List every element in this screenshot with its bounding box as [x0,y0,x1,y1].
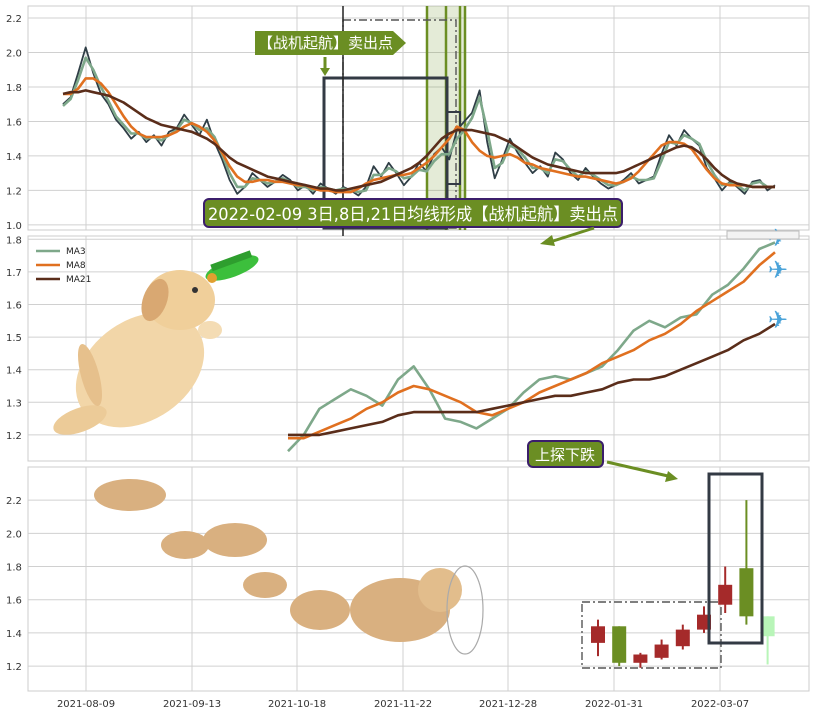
candle-body [760,616,775,637]
annotation-main-arrow-line [549,226,595,244]
x-tick-label: 2021-12-28 [479,699,537,710]
series-line-ma3 [62,56,775,194]
y-tick-label: 1.3 [6,398,22,409]
top-series-layer [62,46,776,197]
y-tick-label: 2.2 [6,14,22,25]
y-tick-layer: 1.0 1.2 1.4 1.6 1.8 2.0 2.2 1.2 1.3 1.4 1.5 1.6 1.7 1… [6,14,22,673]
candle-body [739,568,754,617]
series-line-ma8 [288,251,776,440]
y-tick-label: 2.0 [6,49,22,60]
y-tick-label: 1.6 [6,596,22,607]
puppy-paw [198,321,222,339]
x-tick-label: 2021-11-22 [374,699,432,710]
x-tick-label: 2022-03-07 [691,699,749,710]
legend-label-ma8: MA8 [66,261,86,271]
airplane-icons: ✈ ✈ ✈ [768,224,788,334]
puppy-small-4 [243,572,287,598]
legend-label-ma21: MA21 [66,275,91,285]
x-tick-layer: 2021-08-09 2021-09-13 2021-10-18 2021-11-22… [57,699,749,710]
legend: MA3 MA8 MA21 [36,247,91,285]
y-tick-label: 2.0 [6,529,22,540]
puppy-body [75,312,205,428]
middle-series-layer [287,241,776,453]
annotation-main-arrow-head [540,235,555,246]
annotation-probe: 上探下跌 [527,440,678,482]
puppy-leg [53,405,107,435]
y-tick-label: 1.8 [6,235,22,246]
y-tick-label: 1.5 [6,333,22,344]
y-tick-label: 1.4 [6,366,22,377]
y-tick-label: 1.8 [6,563,22,574]
puppy-group-decoration [94,479,484,655]
x-tick-label: 2021-08-09 [57,699,115,710]
puppy-small-1 [94,479,166,511]
annotation-sell-point: 【战机起航】卖出点 [255,31,406,76]
airplane-icon-3: ✈ [768,306,788,334]
y-tick-label: 1.2 [6,431,22,442]
y-tick-label: 1.0 [6,221,22,232]
top-panel-decorations [322,6,467,236]
dashdot-box-bottom [581,601,722,669]
annotation-arrow-box [255,31,406,55]
plane-decoration [205,250,259,283]
annotation-probe-text: 上探下跌 [535,446,595,464]
plane-wing [210,250,253,272]
candle-body [675,629,690,647]
candle-body [654,644,669,658]
y-tick-label: 1.4 [6,629,22,640]
propeller-ring [446,565,484,655]
puppy-large-head [418,568,462,612]
puppy-decoration [53,270,222,435]
annotation-sell-point-text: 【战机起航】卖出点 [258,34,393,52]
x-tick-label: 2021-10-18 [268,699,326,710]
legend-label-ma3: MA3 [66,247,86,257]
x-tick-label: 2022-01-31 [585,699,643,710]
scroll-thumb [726,230,800,240]
annotation-main: 2022-02-09 3日,8日,21日均线形成【战机起航】卖出点 [203,198,623,246]
annotation-probe-box [527,440,604,468]
y-tick-label: 1.2 [6,186,22,197]
y-tick-label: 1.6 [6,300,22,311]
plane-propeller [207,273,217,283]
annotation-main-text: 2022-02-09 3日,8日,21日均线形成【战机起航】卖出点 [208,205,618,225]
annotation-probe-arrow-line [606,460,669,478]
y-tick-label: 2.2 [6,496,22,507]
puppy-eye [192,287,198,293]
series-line-ma21 [62,89,775,192]
puppy-small-2 [161,531,209,559]
candle-body [633,654,648,663]
candle-body [591,626,605,643]
y-tick-label: 1.7 [6,268,22,279]
annotation-down-arrow [320,68,330,76]
highlight-box-bottom [707,472,764,645]
series-line-ma21 [288,322,776,437]
highlight-box-small [446,111,461,185]
y-tick-label: 1.2 [6,662,22,673]
top-panel-frame [27,5,810,231]
puppy-tail [77,344,103,406]
y-tick-label: 1.8 [6,83,22,94]
y-tick-label: 1.6 [6,117,22,128]
y-tick-label: 1.4 [6,152,22,163]
annotation-main-box [203,198,623,228]
x-tick-label: 2021-09-13 [163,699,221,710]
candle-body [718,584,733,605]
puppy-ear [141,278,169,322]
puppy-small-5 [290,590,350,630]
airplane-icon-2: ✈ [768,256,788,284]
annotation-probe-arrow-head [665,471,678,482]
plane-body [205,255,259,281]
candle-body [612,626,627,663]
puppy-small-3 [203,523,267,557]
